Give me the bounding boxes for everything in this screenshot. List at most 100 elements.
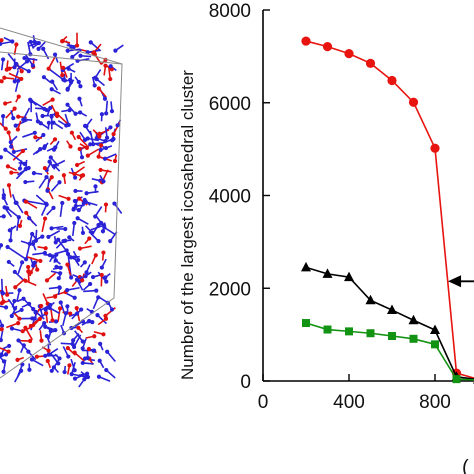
atom: [7, 343, 12, 349]
bond: [22, 132, 36, 138]
atom: [49, 226, 54, 231]
y-axis-label: Number of the largest icosahedral cluste…: [178, 70, 197, 380]
atom: [70, 54, 75, 60]
atom: [74, 277, 80, 282]
atom: [0, 41, 3, 46]
x-axis-ticks: 0 400 800: [258, 374, 451, 413]
atom: [64, 248, 69, 253]
atom: [16, 94, 21, 99]
atom: [61, 173, 67, 178]
atom: [27, 301, 32, 306]
atom: [49, 114, 54, 119]
atom: [42, 144, 48, 149]
atom: [69, 130, 74, 135]
atom: [16, 338, 21, 343]
atom: [22, 161, 27, 166]
atom: [39, 338, 44, 343]
box-edge: [0, 51, 123, 379]
atom: [45, 188, 50, 193]
atom: [91, 348, 97, 353]
atom: [44, 175, 49, 180]
y-tick-label: 2000: [209, 279, 251, 300]
data-point: [387, 304, 397, 315]
atom: [41, 132, 46, 138]
atom: [60, 72, 65, 78]
bond: [48, 230, 61, 238]
bond: [41, 218, 46, 233]
atom: [51, 205, 56, 210]
atom: [70, 341, 75, 347]
atom: [103, 139, 108, 144]
atom: [40, 113, 45, 119]
atom: [73, 175, 78, 180]
atom: [9, 170, 14, 175]
atom: [0, 155, 4, 160]
atom: [103, 63, 108, 68]
atom: [6, 259, 11, 265]
series-circle: [301, 36, 474, 382]
atom: [29, 99, 34, 104]
bond: [13, 148, 28, 153]
simulation-box-outline: [0, 27, 123, 379]
atom: [115, 123, 120, 128]
atom: [69, 372, 74, 377]
data-point: [430, 143, 440, 153]
atom: [36, 46, 41, 51]
atom: [96, 154, 101, 159]
atom: [65, 346, 70, 351]
atom: [29, 357, 34, 362]
atom: [80, 230, 86, 235]
atom: [9, 144, 14, 149]
atom: [23, 257, 29, 262]
bond: [14, 278, 26, 288]
atom: [3, 147, 8, 152]
atom: [43, 307, 48, 312]
atom: [72, 368, 77, 373]
atom: [0, 243, 4, 248]
cluster-3d-render: [0, 0, 150, 474]
atom: [104, 279, 109, 284]
atom: [31, 171, 37, 176]
atom: [68, 311, 73, 316]
atom: [77, 146, 82, 152]
atom: [113, 48, 118, 53]
atom: [61, 65, 66, 70]
y-tick-label: 6000: [209, 94, 251, 115]
atom: [47, 253, 52, 258]
chart-series: [301, 36, 474, 384]
atom: [71, 207, 76, 212]
atom: [57, 180, 62, 185]
atom: [1, 114, 6, 119]
atom: [102, 96, 108, 101]
atom: [50, 97, 55, 102]
atom: [74, 305, 79, 311]
atom: [100, 229, 106, 234]
atom: [108, 125, 113, 130]
bond: [67, 286, 80, 291]
atom: [0, 323, 5, 328]
atom: [45, 358, 50, 364]
atom: [44, 310, 49, 316]
atom: [77, 110, 83, 115]
atom: [85, 153, 90, 158]
atom: [12, 106, 17, 111]
atom: [103, 145, 109, 151]
atom: [58, 300, 63, 305]
atom: [99, 112, 105, 117]
atom: [28, 338, 33, 344]
atom: [49, 175, 54, 180]
atom: [49, 87, 54, 92]
atom: [23, 179, 28, 185]
atom: [93, 253, 98, 258]
atom: [74, 43, 80, 48]
atom: [50, 79, 55, 84]
atom: [75, 216, 80, 221]
atom: [69, 275, 74, 280]
bond: [16, 217, 20, 231]
atom: [13, 123, 18, 128]
atom: [23, 278, 28, 283]
atom: [71, 338, 76, 343]
bond: [105, 100, 109, 114]
atom: [105, 349, 110, 354]
atom: [72, 350, 77, 355]
